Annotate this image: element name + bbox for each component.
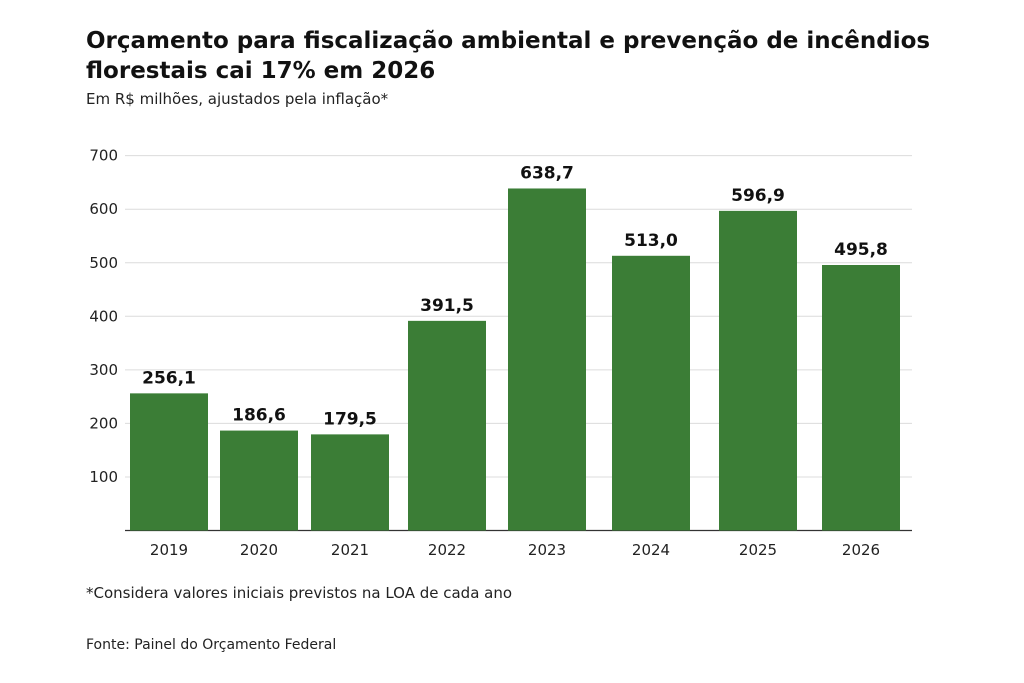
bar-2023 bbox=[508, 188, 586, 531]
bar-2019 bbox=[130, 393, 208, 531]
x-tick-label: 2023 bbox=[528, 541, 566, 559]
data-label: 596,9 bbox=[731, 186, 785, 206]
data-label: 391,5 bbox=[420, 296, 474, 316]
chart-subtitle: Em R$ milhões, ajustados pela inflação* bbox=[86, 90, 389, 108]
y-tick-label: 200 bbox=[89, 414, 118, 432]
bar-2022 bbox=[408, 320, 486, 531]
x-tick-label: 2026 bbox=[842, 541, 880, 559]
x-tick-label: 2024 bbox=[632, 541, 670, 559]
data-label: 638,7 bbox=[520, 163, 574, 183]
data-label: 513,0 bbox=[624, 231, 678, 251]
chart-title: Orçamento para fiscalização ambiental e … bbox=[86, 28, 931, 84]
y-tick-label: 300 bbox=[89, 361, 118, 379]
x-tick-label: 2021 bbox=[331, 541, 369, 559]
data-label: 186,6 bbox=[232, 406, 286, 426]
data-label: 495,8 bbox=[834, 240, 888, 260]
source-note: Fonte: Painel do Orçamento Federal bbox=[86, 637, 337, 653]
y-tick-label: 400 bbox=[89, 307, 118, 325]
bar-2025 bbox=[719, 210, 797, 531]
bar-2020 bbox=[220, 430, 298, 531]
data-label: 179,5 bbox=[323, 409, 377, 429]
bar-2026 bbox=[822, 264, 900, 531]
x-tick-label: 2025 bbox=[739, 541, 777, 559]
bar-2021 bbox=[311, 434, 389, 531]
bar-2024 bbox=[612, 255, 690, 531]
footnote: *Considera valores iniciais previstos na… bbox=[86, 584, 513, 602]
y-tick-label: 600 bbox=[89, 200, 118, 218]
data-label: 256,1 bbox=[142, 368, 196, 388]
x-tick-label: 2022 bbox=[428, 541, 466, 559]
x-tick-label: 2019 bbox=[150, 541, 188, 559]
y-tick-label: 500 bbox=[89, 254, 118, 272]
x-tick-label: 2020 bbox=[240, 541, 278, 559]
y-tick-label: 100 bbox=[89, 468, 118, 486]
y-tick-label: 700 bbox=[89, 147, 118, 165]
